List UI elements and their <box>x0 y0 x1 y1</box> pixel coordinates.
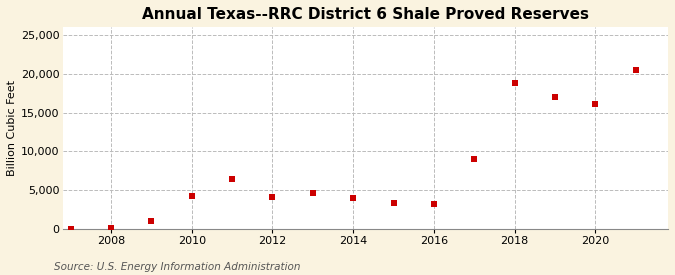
Point <box>429 202 439 207</box>
Point <box>65 227 76 231</box>
Point <box>227 177 238 181</box>
Point <box>549 95 560 99</box>
Point <box>186 194 197 198</box>
Point <box>307 191 318 196</box>
Point <box>590 102 601 106</box>
Point <box>105 226 116 230</box>
Point <box>630 68 641 72</box>
Point <box>469 157 480 161</box>
Point <box>388 201 399 205</box>
Y-axis label: Billion Cubic Feet: Billion Cubic Feet <box>7 80 17 176</box>
Point <box>267 195 278 199</box>
Point <box>348 196 358 200</box>
Title: Annual Texas--RRC District 6 Shale Proved Reserves: Annual Texas--RRC District 6 Shale Prove… <box>142 7 589 22</box>
Point <box>509 81 520 85</box>
Text: Source: U.S. Energy Information Administration: Source: U.S. Energy Information Administ… <box>54 262 300 272</box>
Point <box>146 219 157 223</box>
